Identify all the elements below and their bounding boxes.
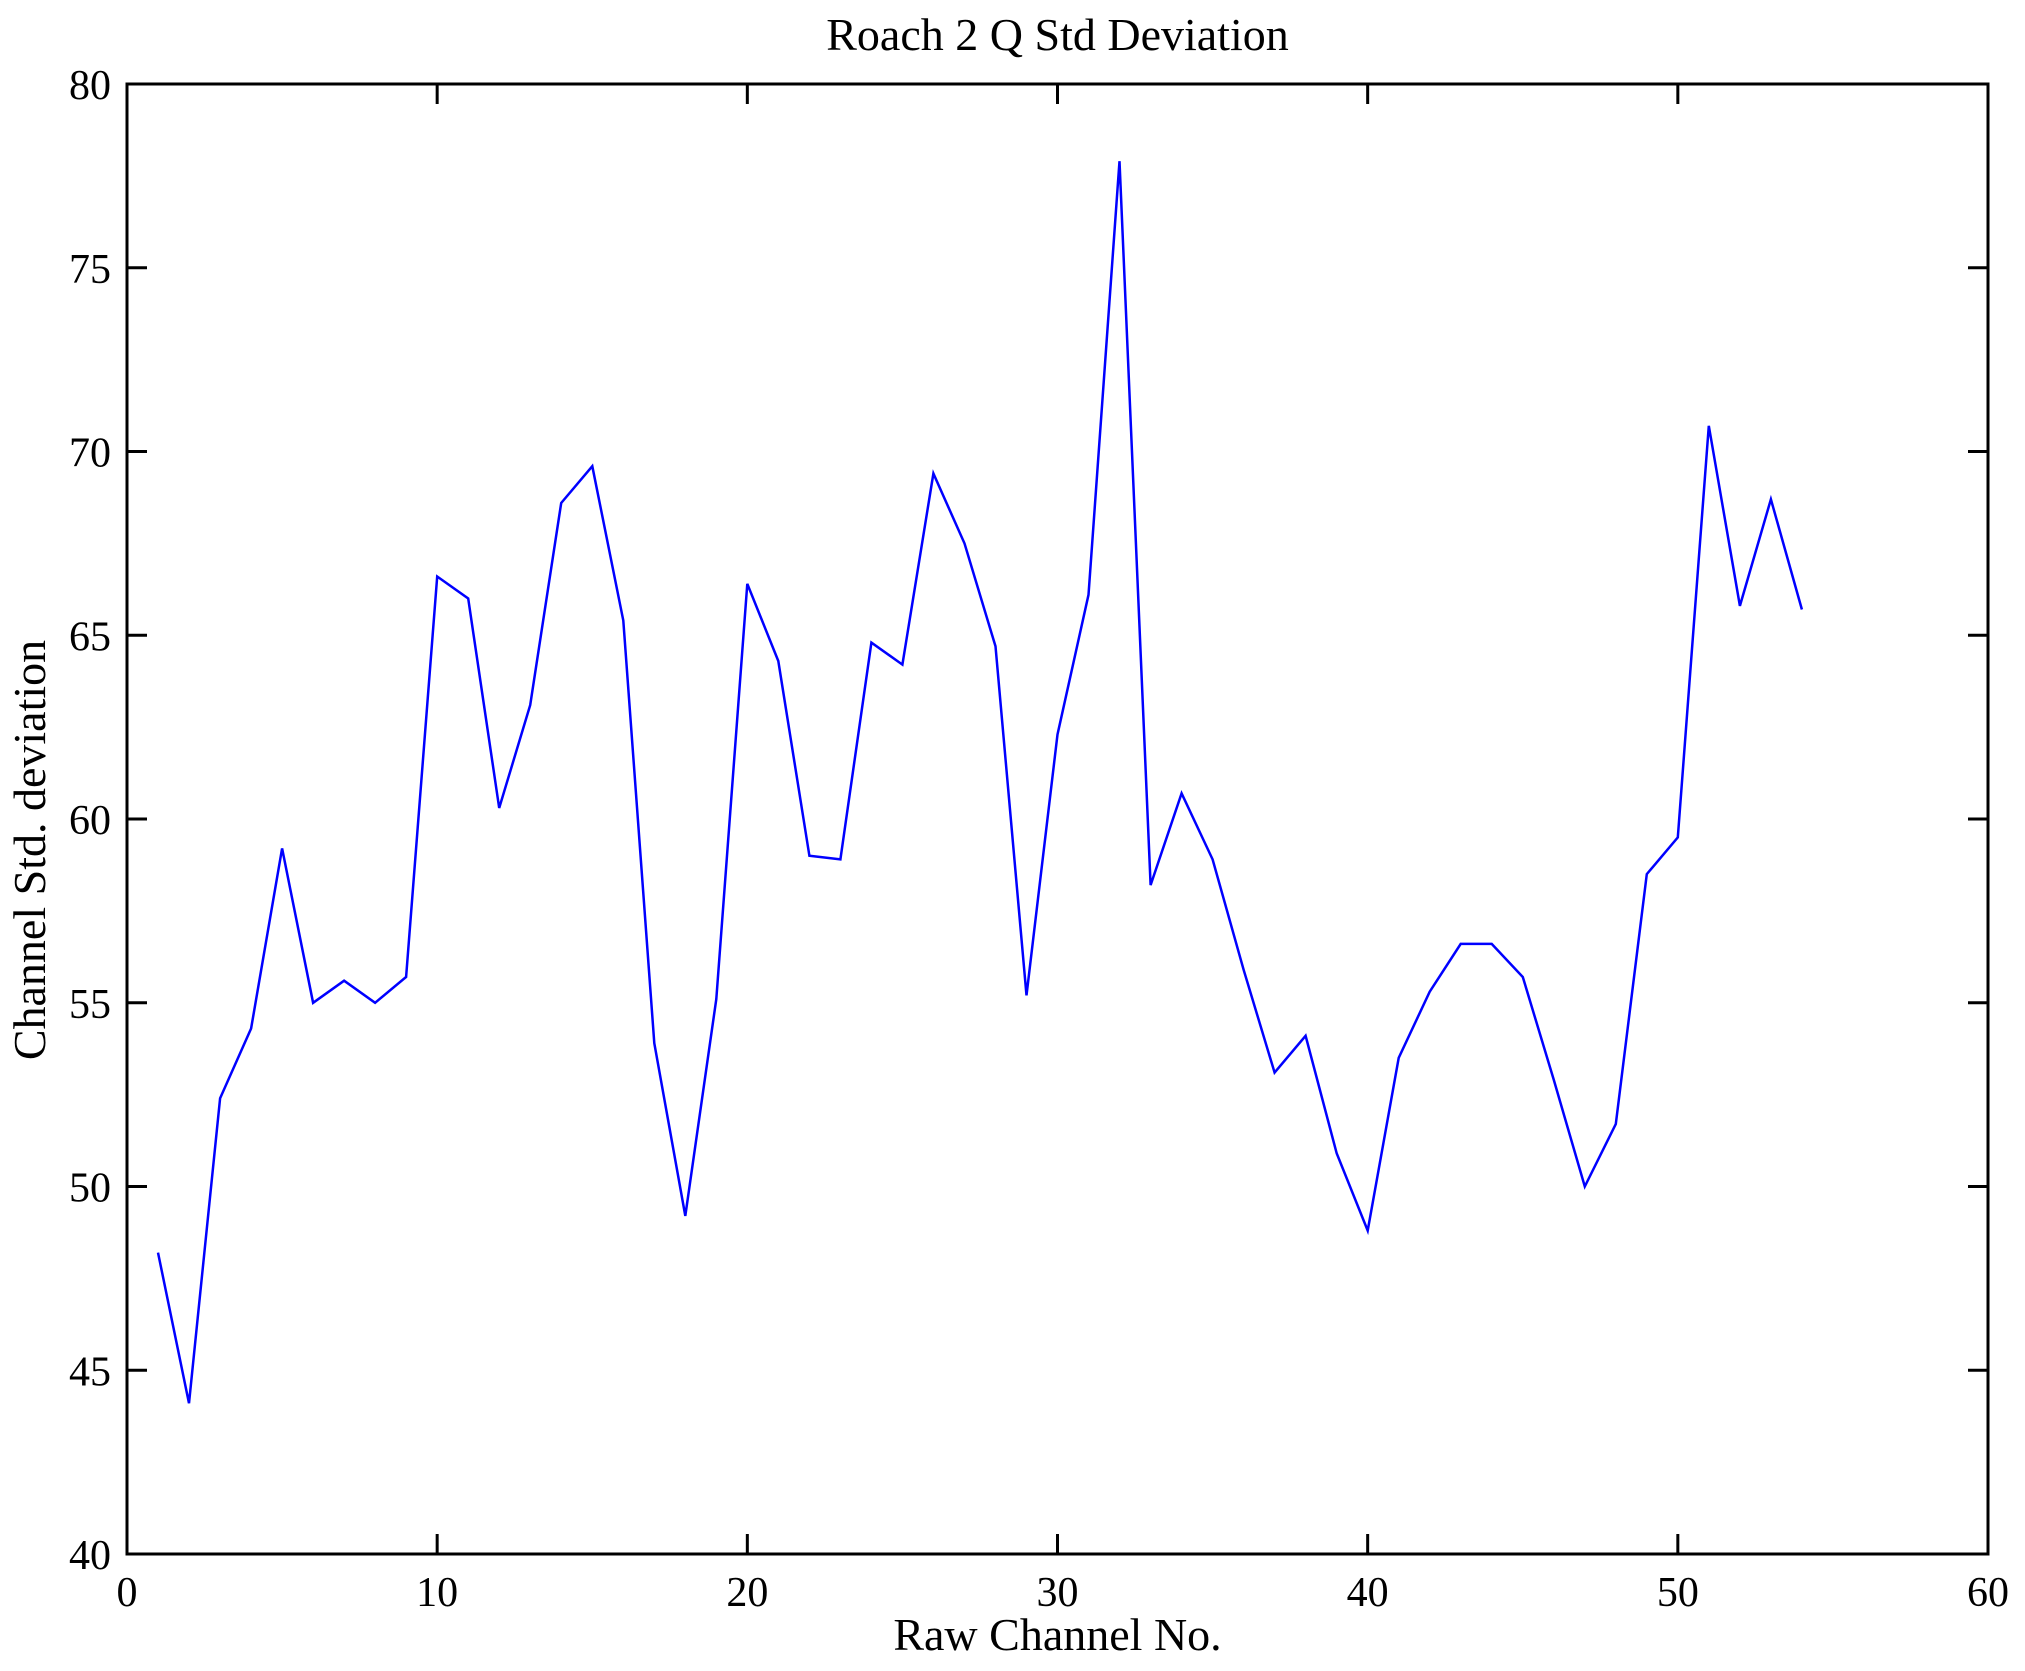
x-axis-label: Raw Channel No. xyxy=(893,1609,1222,1660)
x-tick-label: 20 xyxy=(726,1570,768,1616)
plot-box xyxy=(125,82,1990,1556)
y-tick-label: 65 xyxy=(69,614,111,660)
y-tick-label: 60 xyxy=(69,798,111,844)
x-tick-label: 40 xyxy=(1347,1570,1389,1616)
y-tick-label: 75 xyxy=(69,247,111,293)
x-tick-label: 30 xyxy=(1037,1570,1079,1616)
data-line xyxy=(156,161,1804,1404)
x-tick-label: 60 xyxy=(1967,1570,2009,1616)
y-tick-label: 55 xyxy=(69,982,111,1028)
x-tick-label: 10 xyxy=(416,1570,458,1616)
x-tick-label: 0 xyxy=(117,1570,138,1616)
y-tick-label: 45 xyxy=(69,1349,111,1395)
y-tick-label: 40 xyxy=(69,1533,111,1579)
chart-title: Roach 2 Q Std Deviation xyxy=(826,9,1289,60)
y-tick-label: 70 xyxy=(69,431,111,477)
y-tick-label: 80 xyxy=(69,63,111,109)
y-axis-label: Channel Std. deviation xyxy=(4,639,55,1061)
x-tick-label: 50 xyxy=(1657,1570,1699,1616)
y-tick-label: 50 xyxy=(69,1166,111,1212)
